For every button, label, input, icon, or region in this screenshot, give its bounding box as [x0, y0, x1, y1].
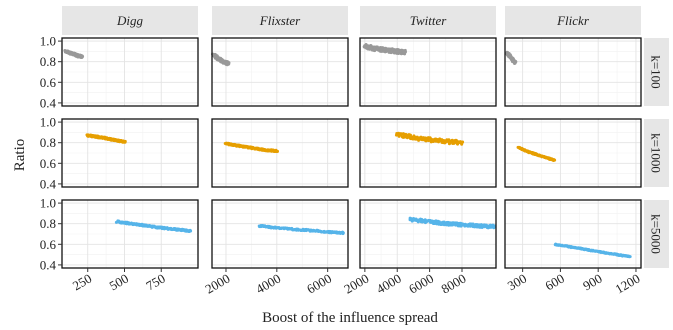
panel-digg-k-1000	[61, 118, 199, 188]
facet-label-twitter: Twitter	[410, 13, 448, 28]
facet-strip-flickr	[505, 6, 641, 35]
data-point	[122, 140, 126, 144]
panel-flickr-k-1000	[504, 118, 642, 188]
y-tick-label: 0.6	[40, 75, 57, 90]
y-tick-label: 1.0	[40, 34, 56, 49]
panel-border	[359, 118, 497, 188]
panel-digg-k-5000	[61, 199, 199, 269]
y-tick-label: 0.6	[40, 156, 57, 171]
facet-label-flixster: Flixster	[259, 13, 301, 28]
panel-flickr-k-100	[504, 37, 642, 107]
y-tick-label: 1.0	[40, 115, 56, 130]
data-point	[340, 231, 344, 235]
data-point	[403, 50, 407, 54]
panel-border	[61, 37, 199, 107]
panel-twitter-k-5000	[359, 199, 497, 269]
y-tick-label: 0.4	[40, 257, 57, 272]
facet-strip-digg	[62, 6, 198, 35]
y-tick-label: 0.6	[40, 237, 57, 252]
panel-border	[359, 37, 497, 107]
facet-label-flickr: Flickr	[556, 13, 590, 28]
data-point	[227, 62, 231, 66]
panel-border	[61, 118, 199, 188]
data-point	[492, 225, 496, 229]
y-tick-label: 1.0	[40, 196, 56, 211]
x-tick-label: 8000	[438, 271, 468, 297]
x-tick-label: 500	[107, 271, 131, 294]
panel-border	[504, 199, 642, 269]
x-tick-label: 900	[580, 271, 604, 294]
x-axis-title: Boost of the influence spread	[262, 310, 438, 326]
panel-border	[211, 37, 349, 107]
panel-flixster-k-5000	[211, 199, 349, 269]
y-axis-title: Ratio	[12, 139, 28, 172]
panel-digg-k-100	[61, 37, 199, 107]
x-tick-label: 600	[543, 271, 567, 294]
data-point	[627, 254, 631, 258]
x-tick-label: 6000	[304, 271, 334, 297]
y-tick-label: 0.8	[40, 216, 56, 231]
facet-strip-k-1000	[644, 119, 669, 187]
facet-strip-k-5000	[644, 200, 669, 268]
data-point	[412, 218, 416, 222]
data-point	[320, 230, 324, 234]
data-point	[460, 141, 464, 145]
x-tick-label: 750	[143, 271, 167, 294]
data-point	[553, 158, 557, 162]
x-tick-label: 1200	[612, 271, 642, 297]
x-tick-label: 4000	[374, 271, 404, 297]
data-point	[275, 149, 279, 153]
panel-twitter-k-100	[359, 37, 497, 107]
y-tick-label: 0.4	[40, 95, 57, 110]
x-tick-label: 250	[70, 271, 94, 294]
panel-twitter-k-1000	[359, 118, 497, 188]
data-point	[316, 229, 320, 233]
data-point	[189, 229, 193, 233]
facet-strip-flixster	[212, 6, 348, 35]
facet-strip-twitter	[360, 6, 496, 35]
data-point	[454, 138, 458, 142]
panel-border	[211, 118, 349, 188]
panel-border	[504, 118, 642, 188]
panel-flixster-k-100	[211, 37, 349, 107]
facet-label-k-100: k=100	[649, 55, 664, 88]
panel-flickr-k-5000	[504, 199, 642, 269]
x-tick-label: 4000	[253, 271, 283, 297]
y-tick-label: 0.8	[40, 54, 56, 69]
x-tick-label: 2000	[341, 271, 371, 297]
data-point	[309, 228, 313, 232]
y-tick-label: 0.8	[40, 135, 56, 150]
panel-border	[61, 199, 199, 269]
facet-label-k-5000: k=5000	[649, 214, 664, 254]
x-tick-label: 2000	[202, 271, 232, 297]
data-point	[437, 220, 441, 224]
facet-label-k-1000: k=1000	[649, 133, 664, 173]
panel-border	[211, 199, 349, 269]
data-point	[274, 226, 278, 230]
facet-strip-k-100	[644, 38, 669, 106]
panel-border	[504, 37, 642, 107]
panel-border	[359, 199, 497, 269]
data-point	[267, 225, 271, 229]
facet-label-digg: Digg	[116, 13, 144, 28]
y-tick-label: 0.4	[40, 176, 57, 191]
data-point	[512, 61, 516, 65]
panel-flixster-k-1000	[211, 118, 349, 188]
data-point	[80, 54, 84, 58]
x-tick-label: 6000	[406, 271, 436, 297]
x-tick-label: 300	[505, 271, 529, 294]
